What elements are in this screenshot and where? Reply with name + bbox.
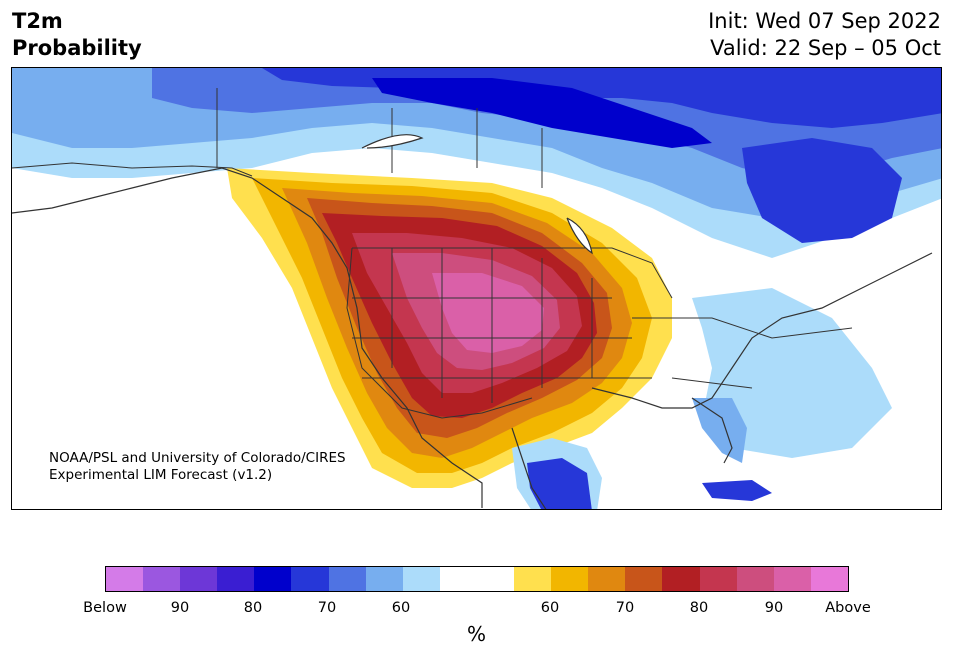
colorbar-swatch <box>402 567 440 591</box>
probability-map <box>11 67 942 510</box>
cold-region-caribbean <box>702 480 772 501</box>
title-variable: T2m <box>12 9 63 33</box>
title-product: Probability <box>12 36 142 60</box>
colorbar-tick-label: 80 <box>243 600 263 616</box>
colorbar-unit: % <box>466 622 486 646</box>
credit-line-2: Experimental LIM Forecast (v1.2) <box>49 467 273 483</box>
init-date: Init: Wed 07 Sep 2022 <box>708 9 941 33</box>
colorbar-swatch <box>810 567 848 591</box>
cold-region-mexico-core <box>527 458 592 509</box>
colorbar-tick-label: 60 <box>391 600 411 616</box>
colorbar-swatch <box>254 567 292 591</box>
cold-region-northeast-core <box>742 138 902 243</box>
colorbar-tick-label: 70 <box>317 600 337 616</box>
colorbar-swatch <box>439 567 477 591</box>
colorbar-swatch <box>143 567 181 591</box>
colorbar-swatch <box>588 567 626 591</box>
colorbar-swatch <box>662 567 700 591</box>
north-america-map <box>12 68 941 509</box>
colorbar-swatch <box>625 567 663 591</box>
valid-range: Valid: 22 Sep – 05 Oct <box>710 36 941 60</box>
political-borders <box>12 88 853 419</box>
colorbar-tick-label: Above <box>825 600 871 616</box>
forecast-dates: Init: Wed 07 Sep 2022 Valid: 22 Sep – 05… <box>708 8 941 62</box>
colorbar-tick-label: 60 <box>540 600 560 616</box>
colorbar-swatch <box>106 567 144 591</box>
cold-region-east-light <box>692 288 892 458</box>
warm-region-pink-core <box>432 273 544 353</box>
colorbar-tick-label: 90 <box>764 600 784 616</box>
cold-region-florida <box>692 398 747 463</box>
colorbar-swatch <box>773 567 811 591</box>
colorbar-swatch <box>699 567 737 591</box>
colorbar-tick-label: 80 <box>689 600 709 616</box>
coastlines <box>12 134 933 509</box>
colorbar-swatch <box>328 567 366 591</box>
colorbar-swatch <box>736 567 774 591</box>
colorbar-swatch <box>365 567 403 591</box>
credit-line-1: NOAA/PSL and University of Colorado/CIRE… <box>49 450 346 466</box>
colorbar-swatch <box>217 567 255 591</box>
colorbar-swatch <box>291 567 329 591</box>
map-title: T2m Probability <box>12 8 142 62</box>
colorbar-tick-label: Below <box>83 600 127 616</box>
probability-colorbar <box>105 566 849 592</box>
colorbar-swatch <box>551 567 589 591</box>
colorbar-tick-label: 90 <box>170 600 190 616</box>
colorbar-tick-label: 70 <box>615 600 635 616</box>
colorbar-swatch <box>476 567 515 591</box>
colorbar-swatch <box>180 567 218 591</box>
forecast-credit: NOAA/PSL and University of Colorado/CIRE… <box>49 450 346 484</box>
colorbar-swatch <box>514 567 552 591</box>
colorbar-ticks: Below 90 80 70 60 60 70 80 90 Above <box>0 600 953 618</box>
cold-region-hudson-core <box>372 78 712 148</box>
